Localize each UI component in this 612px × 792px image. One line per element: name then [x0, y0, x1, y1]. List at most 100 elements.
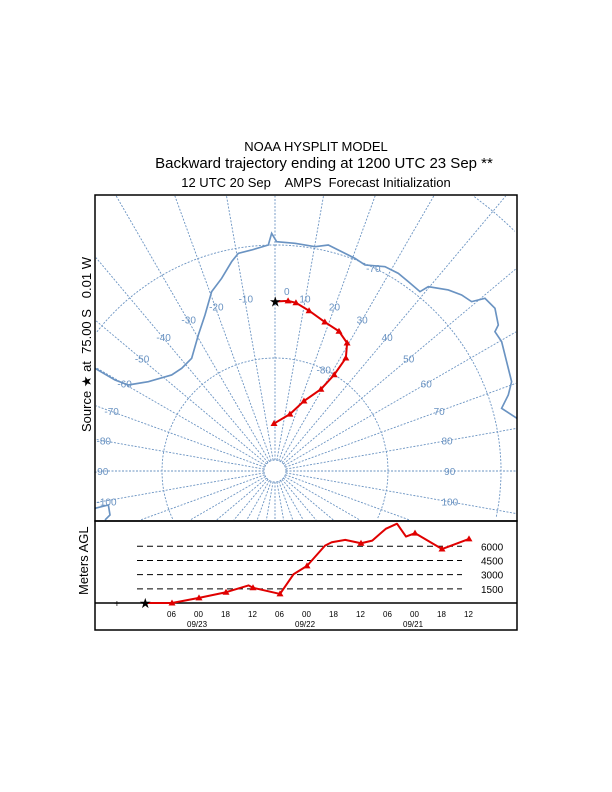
date-label: 09/22 [295, 620, 316, 629]
time-tick-label: 18 [329, 610, 338, 619]
height-marker [249, 584, 257, 591]
height-marker [195, 594, 203, 601]
meridian-line [278, 195, 376, 461]
longitude-label: -70 [104, 407, 119, 418]
height-marker [438, 545, 446, 552]
height-axis-label: Meters AGL [76, 526, 91, 595]
meridian-line [280, 480, 304, 521]
longitude-label: 10 [299, 295, 311, 306]
lat-lon-grid [95, 195, 517, 521]
longitude-label: 70 [434, 407, 446, 418]
latitude-circle [275, 244, 502, 519]
reference-level-label: 4500 [481, 556, 504, 567]
meridian-line [140, 474, 265, 521]
height-marker [357, 539, 365, 546]
trajectory-marker [292, 299, 300, 306]
meridian-line [246, 480, 270, 521]
meridian-line [285, 428, 517, 470]
trajectory-marker [321, 318, 329, 325]
trajectory-marker [305, 307, 313, 314]
height-marker [222, 588, 230, 595]
meridian-line [265, 481, 274, 521]
longitude-label: -80 [97, 437, 112, 448]
meridian-line [284, 331, 517, 466]
meridian-line [95, 472, 265, 504]
latitude-label: -80 [317, 365, 332, 376]
coastline-fragment [94, 503, 111, 521]
longitude-label: -30 [181, 315, 196, 326]
latitude-label: -70 [366, 264, 381, 275]
time-tick-label: 06 [383, 610, 392, 619]
height-marker [303, 562, 311, 569]
latitude-circle [275, 357, 389, 519]
meridian-line [226, 195, 274, 461]
time-tick-label: 18 [221, 610, 230, 619]
longitude-label: -90 [94, 467, 109, 478]
longitude-label: 90 [444, 467, 456, 478]
time-tick-label: 12 [248, 610, 257, 619]
time-tick-label: 06 [167, 610, 176, 619]
trajectory-marker [335, 327, 343, 334]
meridian-line [256, 481, 272, 521]
longitude-label: 40 [382, 333, 394, 344]
trajectory-marker [343, 339, 351, 346]
trajectory-marker [300, 397, 308, 404]
meridian-line [285, 382, 517, 468]
model-name: NOAA HYSPLIT MODEL [244, 139, 388, 154]
trajectory-marker [286, 410, 294, 417]
height-frame [94, 520, 518, 631]
meridian-line [174, 195, 272, 461]
longitude-label: 30 [357, 315, 369, 326]
time-tick-label: 18 [437, 610, 446, 619]
height-marker [465, 535, 473, 542]
longitude-label: 100 [441, 497, 458, 508]
meridian-line [95, 405, 265, 468]
trajectory-line [273, 299, 349, 425]
longitude-label: -40 [156, 333, 171, 344]
meridian-line [95, 367, 266, 466]
time-tick-label: 12 [464, 610, 473, 619]
trajectory-marker [317, 385, 325, 392]
chart-title: Backward trajectory ending at 1200 UTC 2… [155, 155, 493, 172]
meridian-line [284, 476, 361, 521]
coastline [94, 231, 518, 420]
source-star-icon: ★ [269, 294, 282, 310]
time-tick-label: 00 [194, 610, 203, 619]
longitude-label: 80 [441, 437, 453, 448]
plus-marker-icon: + [114, 599, 120, 610]
chart-subtitle: 12 UTC 20 Sep AMPS Forecast Initializati… [181, 175, 451, 190]
longitude-label: -20 [209, 302, 224, 313]
meridian-line [276, 195, 324, 461]
height-line [145, 522, 470, 604]
reference-level-label: 1500 [481, 585, 504, 596]
longitude-label: -100 [97, 497, 117, 508]
meridian-line [189, 476, 266, 521]
longitude-label: 0 [284, 287, 290, 298]
longitude-label: -10 [239, 295, 254, 306]
time-tick-label: 00 [302, 610, 311, 619]
time-tick-label: 00 [410, 610, 419, 619]
source-star-icon: ★ [139, 595, 152, 611]
time-tick-label: 12 [356, 610, 365, 619]
map-panel: -100-90-80-70-60-50-40-30-20-10010203040… [94, 195, 518, 521]
meridian-line [283, 477, 334, 521]
meridian-line [95, 257, 269, 463]
meridian-line [283, 268, 517, 465]
height-marker [276, 590, 284, 597]
height-marker [168, 599, 176, 606]
trajectory-marker [342, 354, 350, 361]
longitude-label: 60 [421, 379, 433, 390]
meridian-line [285, 474, 410, 521]
height-marker [411, 529, 419, 536]
latitude-circle [474, 196, 516, 232]
trajectory-marker [284, 297, 292, 304]
meridian-line [233, 479, 269, 521]
meridian-line [281, 479, 317, 521]
reference-level-label: 3000 [481, 571, 504, 582]
longitude-label: 50 [403, 354, 415, 365]
date-label: 09/21 [403, 620, 424, 629]
meridian-line [276, 481, 285, 521]
date-label: 09/23 [187, 620, 208, 629]
longitude-label: -50 [135, 354, 150, 365]
